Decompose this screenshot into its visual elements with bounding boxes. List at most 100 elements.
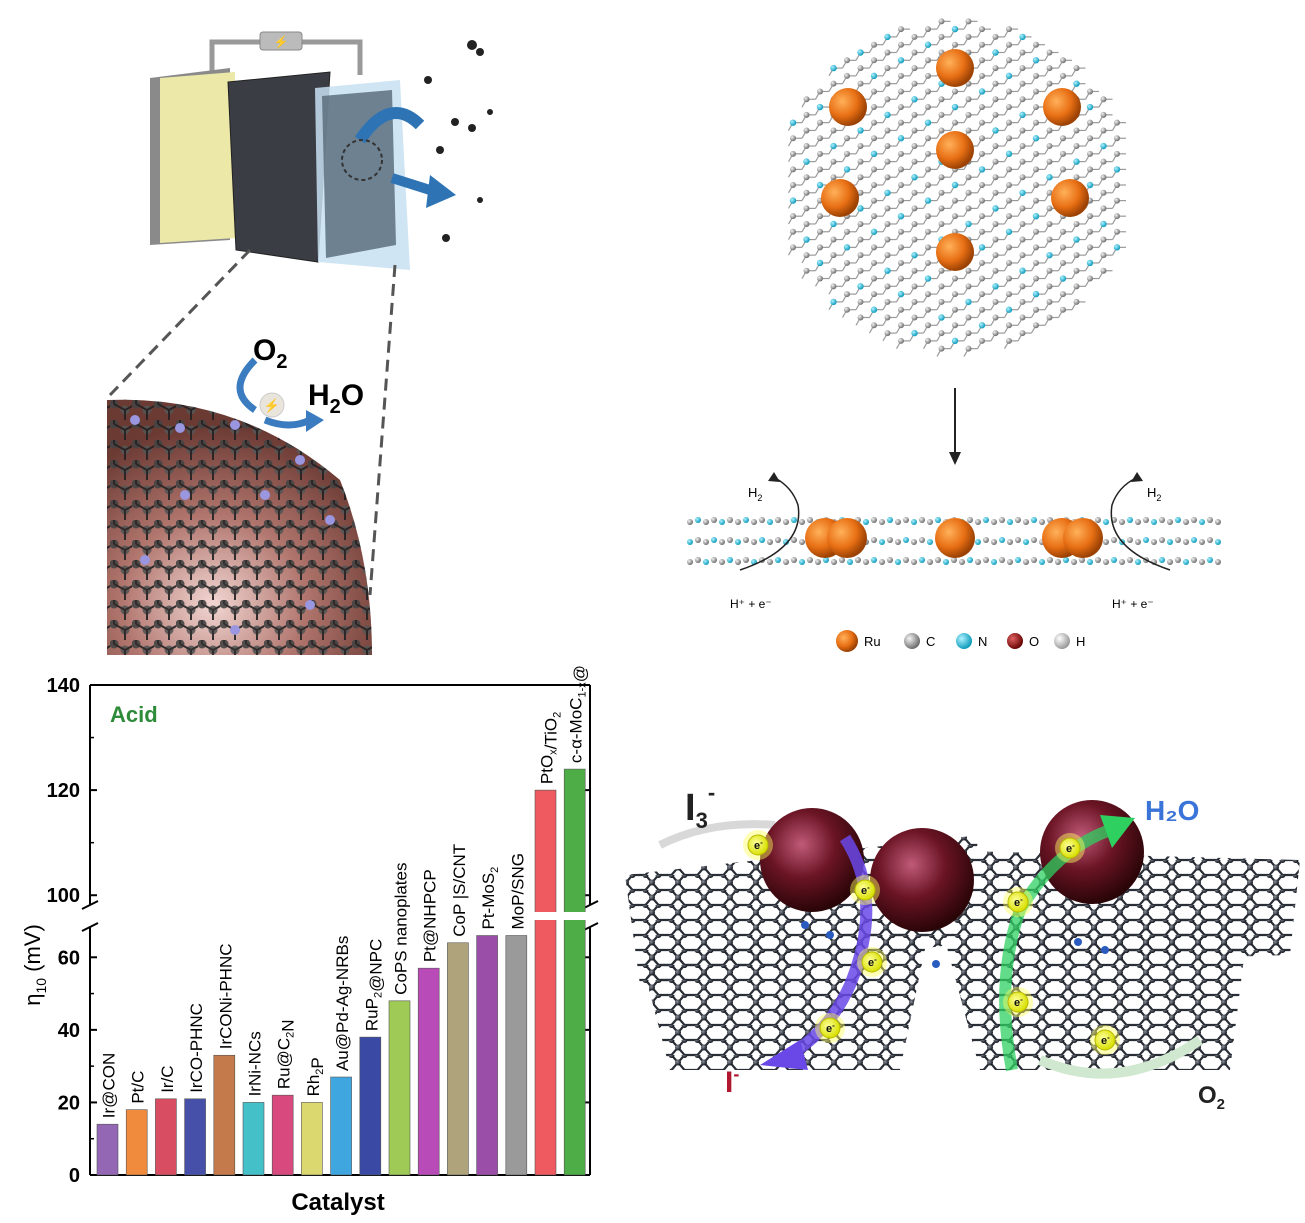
lattice-atom — [925, 26, 931, 33]
lattice-atom — [857, 220, 864, 227]
lattice-atom — [1060, 244, 1066, 251]
lattice-atom — [965, 174, 972, 181]
lattice-atom — [1100, 96, 1107, 103]
lattice-atom — [1073, 158, 1080, 165]
lattice-atom — [992, 314, 999, 321]
lattice-atom — [952, 119, 958, 126]
lattice-atom — [830, 267, 837, 274]
side-atom — [895, 559, 901, 565]
side-atom — [719, 539, 725, 545]
lattice-atom — [978, 244, 986, 251]
lattice-atom — [965, 345, 972, 352]
lattice-atom — [790, 244, 796, 251]
lattice-atom — [978, 166, 986, 173]
lattice-atom — [1060, 135, 1066, 142]
lattice-atom — [938, 189, 945, 196]
y-tick-label: 40 — [58, 1020, 80, 1042]
triiodide-mechanism-illustration: e-e-e-e-e-e-e-e- I3- I- H₂O O2 — [600, 740, 1305, 1120]
lattice-atom — [1033, 259, 1039, 266]
lattice-atom — [857, 80, 864, 87]
bar-2 — [125, 1109, 148, 1176]
lattice-atom — [992, 283, 999, 290]
side-atom — [1191, 557, 1197, 563]
lattice-atom — [938, 314, 945, 321]
lattice-atom — [1114, 150, 1120, 157]
lattice-atom — [1059, 275, 1067, 282]
side-atom — [1199, 559, 1205, 565]
side-atom — [1095, 557, 1101, 563]
lattice-atom — [857, 283, 864, 290]
side-atom — [799, 519, 805, 525]
side-atom — [775, 517, 781, 523]
lattice-atom — [1019, 298, 1026, 305]
lattice-atom — [925, 88, 931, 95]
lattice-atom — [911, 127, 918, 134]
lattice-atom — [1087, 88, 1093, 95]
lattice-atom — [1006, 213, 1012, 220]
lattice-atom — [857, 236, 864, 243]
lattice-atom — [1046, 220, 1053, 227]
side-atom — [719, 559, 725, 565]
lattice-atom — [1087, 119, 1093, 126]
bar-3 — [155, 1098, 177, 1176]
side-atom — [1135, 559, 1141, 565]
electron-label: e- — [1014, 895, 1023, 909]
lattice-atom — [830, 80, 837, 87]
lattice-atom — [843, 244, 851, 251]
lattice-atom — [1073, 298, 1080, 305]
side-atom — [743, 557, 749, 563]
electron-2 — [854, 879, 876, 901]
side-atom — [983, 537, 989, 543]
bar-8 — [301, 1102, 323, 1176]
side-atom — [1119, 519, 1125, 525]
lattice-atom — [1073, 220, 1080, 227]
lattice-atom — [911, 220, 918, 227]
side-atom — [1175, 517, 1181, 523]
side-atom — [799, 559, 805, 565]
ru-atom-side — [1063, 518, 1103, 558]
lattice-atom — [1019, 111, 1026, 119]
side-atom — [975, 559, 981, 565]
y-title-sub: 10 — [33, 978, 49, 994]
lattice-atom — [803, 143, 810, 150]
side-atom — [1111, 557, 1117, 563]
lattice-atom — [803, 252, 810, 259]
lattice-atom — [952, 88, 958, 95]
lattice-atom — [938, 267, 945, 274]
legend-n-label: N — [978, 634, 987, 649]
chart-bars — [96, 768, 587, 1176]
lattice-atom — [992, 96, 999, 103]
lattice-atom — [1087, 244, 1093, 251]
lattice-atom — [790, 228, 796, 235]
electron-label: e- — [1066, 841, 1075, 855]
lattice-atom — [1113, 166, 1121, 173]
side-atom — [1039, 519, 1045, 525]
lattice-atom — [911, 205, 918, 212]
lattice-atom — [1073, 236, 1080, 243]
lattice-atom — [965, 33, 972, 40]
side-atom — [1207, 557, 1213, 563]
lattice-atom — [884, 189, 891, 196]
lattice-atom — [816, 259, 824, 267]
side-atom — [807, 557, 813, 563]
lattice-atom — [816, 103, 824, 111]
side-atom — [1127, 557, 1133, 563]
lattice-atom — [979, 197, 985, 204]
side-atom — [1095, 517, 1101, 523]
lattice-atom — [1114, 213, 1120, 220]
lattice-atom — [1046, 80, 1053, 87]
lattice-atom — [1046, 251, 1053, 259]
lattice-atom — [884, 283, 891, 290]
legend-ru-swatch — [836, 630, 858, 652]
lattice-atom — [830, 283, 837, 290]
bar-label-2: Pt/C — [129, 1071, 148, 1104]
side-atom — [839, 557, 845, 563]
lattice-atom — [992, 252, 999, 259]
side-atom — [911, 519, 917, 525]
lattice-atom — [1060, 57, 1066, 64]
lattice-atom — [1006, 119, 1012, 126]
side-atom — [935, 517, 941, 523]
bar-16 — [534, 789, 557, 1176]
side-atom — [903, 537, 909, 543]
lattice-atom — [938, 33, 945, 40]
